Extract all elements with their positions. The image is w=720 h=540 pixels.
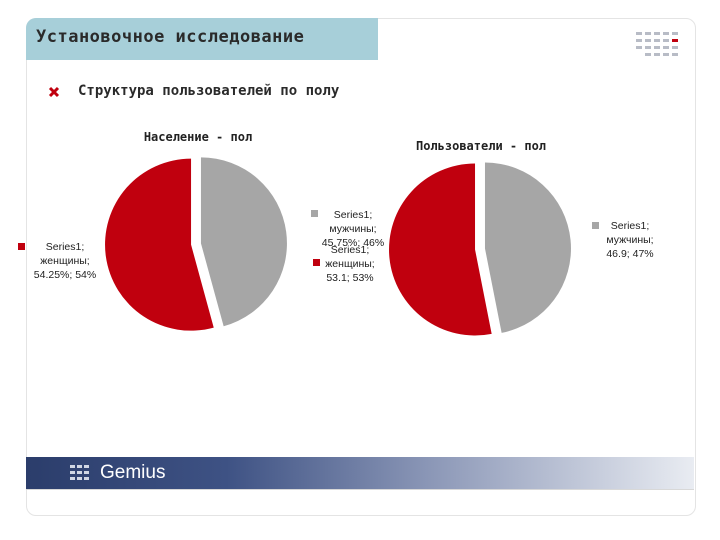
legend-swatch-female-1 (18, 243, 25, 250)
footer-bar (26, 457, 694, 489)
legend-swatch-male-1 (311, 210, 318, 217)
x-bullet-icon (48, 86, 60, 98)
title-bar (26, 18, 378, 60)
data-label-male-users: Series1; мужчины; 46.9; 47% (606, 220, 654, 260)
chart-title-population: Население - пол (143, 130, 253, 144)
section-subtitle: Структура пользователей по полу (78, 83, 340, 99)
gemius-grid-logo (636, 32, 678, 56)
footer-divider (26, 489, 694, 490)
page-title: Установочное исследование (36, 27, 305, 47)
gemius-mark-icon (70, 465, 89, 480)
pie1-slice-male (200, 157, 287, 327)
pie2-slice-female (389, 163, 492, 336)
pie2-slice-male (484, 162, 571, 333)
legend-swatch-male-2 (592, 222, 599, 229)
footer-brand: Gemius (100, 462, 166, 483)
data-label-female-users: Series1; женщины; 53.1; 53% (325, 244, 375, 284)
data-label-female-population: Series1; женщины; 54.25%; 54% (33, 241, 97, 281)
footer-logo: Gemius (70, 462, 165, 484)
data-label-male-population: Series1; мужчины; 45.75%; 46% (321, 209, 385, 249)
legend-swatch-female-2 (313, 259, 320, 266)
chart-title-users: Пользователи - пол (415, 139, 547, 153)
pie1-slice-female (105, 158, 214, 331)
